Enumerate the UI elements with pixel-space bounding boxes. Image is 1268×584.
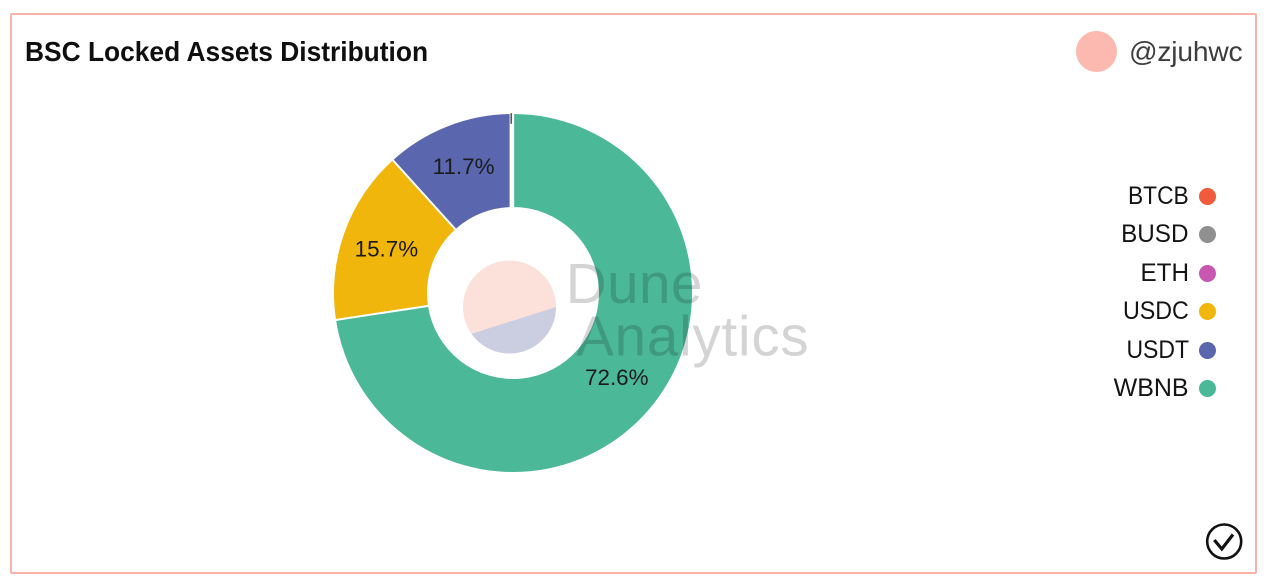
svg-text:72.6%: 72.6% xyxy=(585,365,649,390)
svg-text:Dune: Dune xyxy=(566,252,703,315)
svg-text:Analytics: Analytics xyxy=(576,305,809,368)
svg-text:15.7%: 15.7% xyxy=(355,236,419,261)
svg-text:11.7%: 11.7% xyxy=(433,154,495,179)
